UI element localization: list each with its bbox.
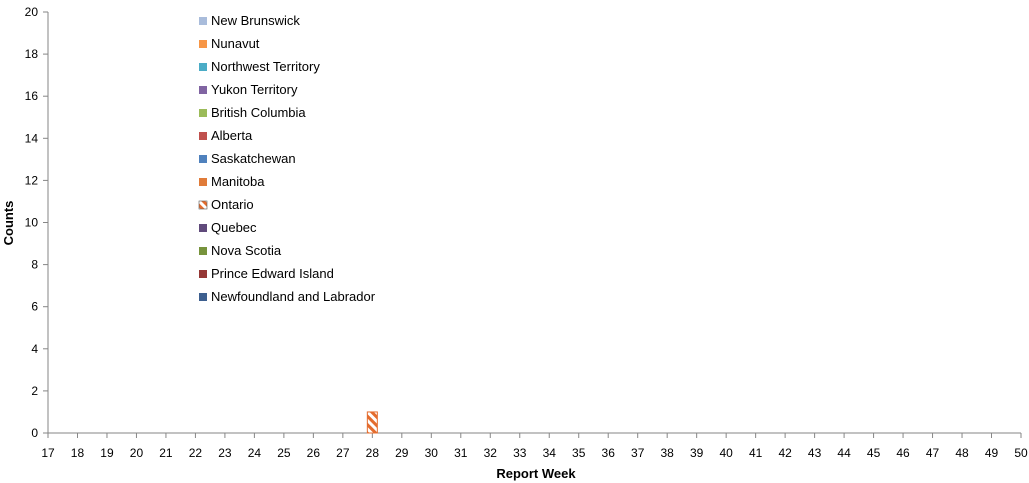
x-tick-label: 48 <box>955 446 969 460</box>
y-axis-title: Counts <box>1 201 16 246</box>
x-tick-label: 19 <box>100 446 114 460</box>
legend-label-nunavut: Nunavut <box>211 36 260 51</box>
x-tick-label: 42 <box>778 446 792 460</box>
legend-label-yukon-territory: Yukon Territory <box>211 82 298 97</box>
x-tick-label: 21 <box>159 446 173 460</box>
y-tick-label: 8 <box>31 258 38 272</box>
legend-label-northwest-territory: Northwest Territory <box>211 59 320 74</box>
bar-ontario-week-28 <box>366 411 378 434</box>
axes <box>47 12 1021 434</box>
legend-swatch-yukon-territory <box>199 86 207 94</box>
y-tick-label: 4 <box>31 342 38 356</box>
x-tick-label: 28 <box>366 446 380 460</box>
y-tick-label: 10 <box>25 216 39 230</box>
x-tick-label: 27 <box>336 446 350 460</box>
y-tick-label: 18 <box>25 47 39 61</box>
legend-label-ontario: Ontario <box>211 197 254 212</box>
legend-label-prince-edward-island: Prince Edward Island <box>211 266 334 281</box>
y-tick-label: 16 <box>25 89 39 103</box>
x-tick-label: 49 <box>985 446 999 460</box>
x-tick-label: 24 <box>248 446 262 460</box>
x-tick-label: 46 <box>896 446 910 460</box>
legend-label-alberta: Alberta <box>211 128 253 143</box>
y-tick-label: 20 <box>25 5 39 19</box>
x-tick-label: 20 <box>130 446 144 460</box>
x-tick-label: 39 <box>690 446 704 460</box>
y-tick-label: 0 <box>31 426 38 440</box>
x-tick-label: 25 <box>277 446 291 460</box>
x-tick-label: 34 <box>543 446 557 460</box>
legend-swatch-new-brunswick <box>199 17 207 25</box>
x-tick-label: 43 <box>808 446 822 460</box>
legend-label-quebec: Quebec <box>211 220 257 235</box>
y-tick-label: 14 <box>25 131 39 145</box>
legend-swatch-alberta <box>199 132 207 140</box>
legend-swatch-newfoundland-and-labrador <box>199 293 207 301</box>
x-axis-ticks: 17 18 19 20 21 22 23 24 25 26 27 28 29 30 31 32 33 34 35 36… <box>41 433 1028 460</box>
bars <box>366 411 378 434</box>
x-tick-label: 37 <box>631 446 645 460</box>
x-tick-label: 36 <box>602 446 616 460</box>
x-tick-label: 32 <box>484 446 498 460</box>
legend-swatch-prince-edward-island <box>199 270 207 278</box>
x-tick-label: 40 <box>719 446 733 460</box>
legend-swatch-nova-scotia <box>199 247 207 255</box>
x-tick-label: 30 <box>425 446 439 460</box>
legend-swatch-nunavut <box>199 40 207 48</box>
legend-swatch-ontario <box>198 200 208 210</box>
x-tick-label: 38 <box>661 446 675 460</box>
x-tick-label: 18 <box>71 446 85 460</box>
x-tick-label: 17 <box>41 446 55 460</box>
legend-label-manitoba: Manitoba <box>211 174 265 189</box>
legend-label-british-columbia: British Columbia <box>211 105 306 120</box>
legend-swatch-british-columbia <box>199 109 207 117</box>
x-tick-label: 50 <box>1014 446 1028 460</box>
legend-swatch-quebec <box>199 224 207 232</box>
y-tick-label: 6 <box>31 300 38 314</box>
legend-label-saskatchewan: Saskatchewan <box>211 151 296 166</box>
y-tick-label: 2 <box>31 384 38 398</box>
x-tick-label: 31 <box>454 446 468 460</box>
legend-label-newfoundland-and-labrador: Newfoundland and Labrador <box>211 289 376 304</box>
x-tick-label: 47 <box>926 446 940 460</box>
x-tick-label: 29 <box>395 446 409 460</box>
x-tick-label: 33 <box>513 446 527 460</box>
x-tick-label: 26 <box>307 446 321 460</box>
x-tick-label: 23 <box>218 446 232 460</box>
x-tick-label: 41 <box>749 446 763 460</box>
legend-swatch-saskatchewan <box>199 155 207 163</box>
legend: New Brunswick Nunavut Northwest Territory Y… <box>198 13 376 304</box>
legend-label-new-brunswick: New Brunswick <box>211 13 300 28</box>
x-tick-label: 22 <box>189 446 203 460</box>
legend-swatch-manitoba <box>199 178 207 186</box>
x-tick-label: 45 <box>867 446 881 460</box>
x-axis-title: Report Week <box>496 466 576 481</box>
y-axis-ticks: 0 2 4 6 8 10 12 14 16 18 20 <box>25 5 48 440</box>
y-tick-label: 12 <box>25 173 39 187</box>
legend-swatch-northwest-territory <box>199 63 207 71</box>
x-tick-label: 44 <box>837 446 851 460</box>
legend-label-nova-scotia: Nova Scotia <box>211 243 282 258</box>
x-tick-label: 35 <box>572 446 586 460</box>
